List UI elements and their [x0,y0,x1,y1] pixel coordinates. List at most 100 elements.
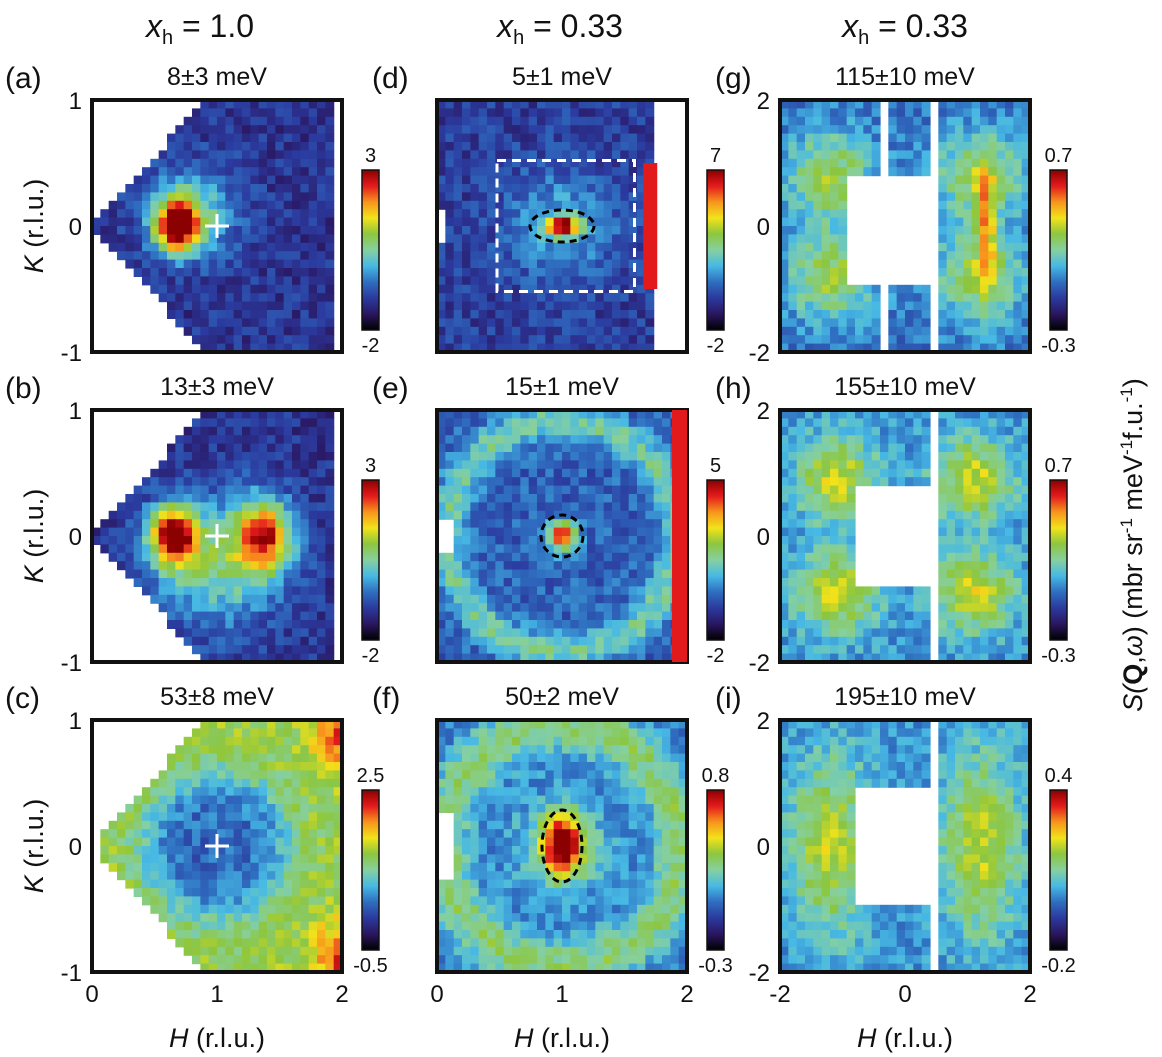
heatmap-cell [133,829,143,839]
heatmap-cell [645,778,655,788]
heatmap-cell [208,611,218,621]
heatmap-cell [578,477,588,487]
heatmap-cell [562,837,571,847]
heatmap-cell [587,879,596,889]
heatmap-cell [512,410,521,419]
heatmap-cell [495,594,505,604]
heatmap-cell [553,736,563,746]
heatmap-cell [300,770,310,780]
heatmap-cell [258,879,268,889]
heatmap-cell [603,125,613,135]
heatmap-cell [192,871,201,881]
heatmap-cell [192,443,201,453]
heatmap-cell [478,192,488,202]
heatmap-cell [183,293,193,303]
heatmap-cell [670,846,680,855]
heatmap-cell [520,787,530,797]
heatmap-cell [620,150,630,160]
heatmap-cell [662,862,671,872]
heatmap-cell [250,301,260,311]
heatmap-cell [570,510,580,520]
heatmap-cell [520,418,530,428]
heatmap-cell [183,510,193,520]
heatmap-cell [453,812,463,822]
heatmap-cell [545,519,555,529]
dashed-ellipse [528,208,596,244]
heatmap-cell [300,728,310,738]
heatmap-cell [946,116,956,126]
heatmap-cell [495,268,505,277]
heatmap-cell [292,879,301,889]
heatmap-cell [562,335,571,345]
heatmap-cell [921,100,931,109]
heatmap-cell [578,544,588,554]
heatmap-cell [208,745,218,755]
heatmap-cell [628,620,638,629]
heatmap-cell [620,167,630,177]
heatmap-cell [325,485,335,495]
heatmap-cell [208,778,218,788]
heatmap-cell [512,284,521,294]
heatmap-cell [537,477,546,487]
heatmap-cell [512,301,521,311]
heatmap-cell [242,301,251,311]
heatmap-cell [192,544,201,554]
heatmap-cell [478,326,488,336]
energy-label: 15±1 meV [505,373,619,401]
heatmap-cell [283,569,293,579]
heatmap-cell [275,200,285,210]
heatmap-cell [863,108,873,118]
heatmap-cell [317,745,326,755]
heatmap-cell [478,426,488,436]
heatmap-cell [275,108,285,118]
heatmap-cell [805,184,814,193]
heatmap-cell [487,888,496,897]
y-axis-label: K (r.l.u.) [19,179,49,274]
heatmap-cell [300,426,310,436]
heatmap-cell [275,846,285,855]
heatmap-cell [325,452,335,461]
heatmap-cell [620,494,630,503]
heatmap-cell [308,594,318,604]
heatmap-cell [528,778,538,788]
heatmap-cell [780,158,789,168]
heatmap-cell [520,477,530,487]
heatmap-cell [587,242,596,252]
heatmap-cell [628,879,638,889]
heatmap-cell [553,108,563,118]
heatmap-cell [603,544,613,554]
heatmap-cell [587,468,596,478]
heatmap-cell [192,301,201,311]
heatmap-cell [503,888,513,897]
heatmap-cell [100,829,110,839]
heatmap-cell [963,142,973,151]
heatmap-cell [125,552,135,562]
heatmap-cell [183,301,193,311]
heatmap-cell [283,167,293,177]
heatmap-cell [150,477,160,487]
heatmap-cell [300,552,310,562]
heatmap-cell [578,125,588,135]
heatmap-cell [838,167,848,177]
heatmap-cell [788,175,798,185]
heatmap-cell [478,268,488,277]
heatmap-cell [150,854,160,864]
heatmap-cell [208,426,218,436]
heatmap-cell [780,125,789,135]
heatmap-cell [512,268,521,277]
heatmap-cell [258,736,268,746]
heatmap-cell [487,318,496,328]
heatmap-cell [628,628,638,638]
heatmap-cell [537,200,546,210]
heatmap-cell [587,426,596,436]
heatmap-cell [637,586,646,596]
heatmap-cell [896,158,906,168]
heatmap-cell [200,561,210,571]
heatmap-cell [437,938,446,948]
heatmap-cell [300,150,310,160]
heatmap-cell [108,829,118,839]
heatmap-cell [317,192,326,202]
heatmap-cell [537,620,546,629]
heatmap-cell [988,167,998,177]
heatmap-cell [142,251,151,261]
